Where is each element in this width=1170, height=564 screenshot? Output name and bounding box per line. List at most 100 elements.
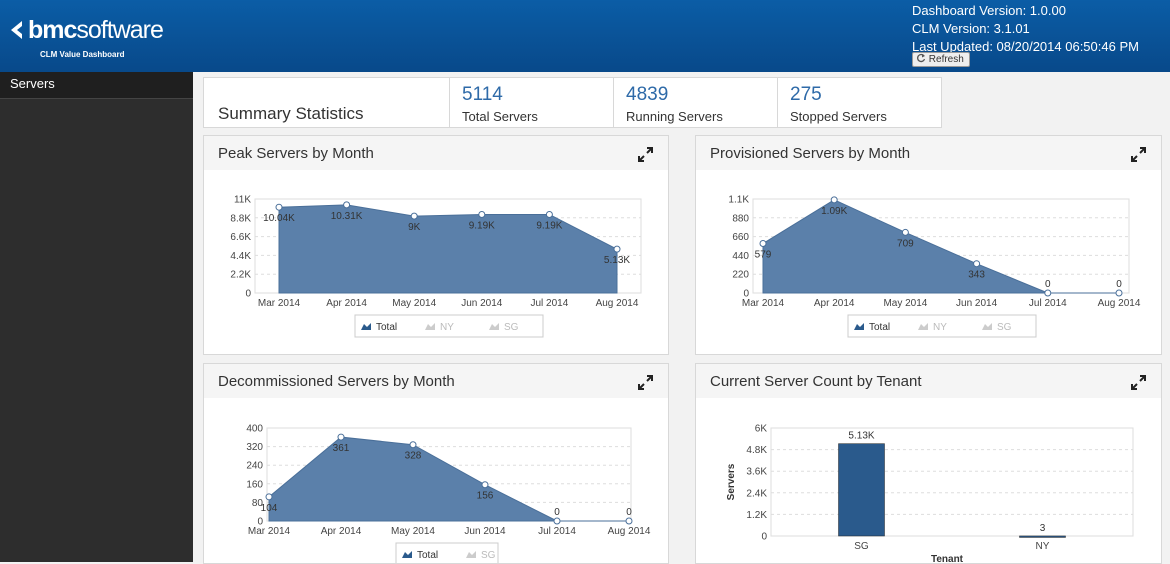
chart: 0 1.2K 2.4K 3.6K 4.8K 6K 5.13K SG 3 NY Tenant Serve… <box>726 375 1146 563</box>
expand-arrow <box>1131 375 1146 390</box>
summary-title: Summary Statistics <box>218 104 364 123</box>
stat: 5114 Total Servers <box>449 78 613 127</box>
refresh-label: Refresh <box>928 54 964 65</box>
legend-label: SG <box>481 550 496 561</box>
last-updated: Last Updated: 08/20/2014 06:50:46 PM <box>912 39 1139 54</box>
chart-panel: Current Server Count by Tenant 0 1.2K 2.4K 3… <box>695 363 1162 564</box>
legend-icon <box>854 323 864 330</box>
y-tick-label: 220 <box>732 270 749 281</box>
data-label: 0 <box>626 507 632 518</box>
y-tick-label: 660 <box>732 232 749 243</box>
sidebar: Servers <box>0 72 193 562</box>
legend-icon <box>402 551 412 558</box>
expand-icon[interactable] <box>638 375 653 390</box>
legend-label: NY <box>933 322 947 333</box>
y-tick-label: 0 <box>761 532 767 543</box>
y-axis-label: Servers <box>726 463 737 500</box>
y-tick-label: 440 <box>732 251 749 262</box>
panel-title: Decommissioned Servers by Month <box>218 373 455 390</box>
x-tick-label: May 2014 <box>391 526 435 537</box>
data-point <box>553 517 561 525</box>
y-tick-label: 0 <box>743 289 749 300</box>
data-label: 9.19K <box>536 220 562 231</box>
data-label: 343 <box>968 270 985 281</box>
expand-icon[interactable] <box>638 147 653 162</box>
x-tick-label: Apr 2014 <box>326 298 367 309</box>
legend-item[interactable]: NY <box>425 322 454 333</box>
y-tick-label: 6K <box>755 424 768 435</box>
x-tick-label: Jun 2014 <box>956 298 998 309</box>
stat-value: 275 <box>790 84 822 105</box>
x-tick-label: Apr 2014 <box>321 526 362 537</box>
data-point <box>1044 289 1052 297</box>
y-tick-label: 0 <box>245 289 251 300</box>
expand-icon[interactable] <box>1131 375 1146 390</box>
y-tick-label: 0 <box>257 517 263 528</box>
data-point <box>275 203 283 211</box>
y-tick-label: 1.1K <box>728 195 749 206</box>
clm-version: CLM Version: 3.1.01 <box>912 21 1030 36</box>
x-tick-label: Jun 2014 <box>464 526 506 537</box>
y-tick-label: 11K <box>234 195 251 206</box>
legend-icon <box>361 323 371 330</box>
refresh-button[interactable]: Refresh <box>912 52 970 67</box>
panel-title: Provisioned Servers by Month <box>710 145 911 162</box>
expand-icon[interactable] <box>1131 147 1146 162</box>
data-point <box>613 245 621 253</box>
header: bmcsoftware CLM Value Dashboard Dashboar… <box>0 0 1170 72</box>
data-label: 5.13K <box>604 255 630 266</box>
legend-item[interactable]: SG <box>489 322 519 333</box>
legend-item[interactable]: NY <box>918 322 947 333</box>
legend-label: Total <box>869 322 890 333</box>
legend-item[interactable]: Total <box>402 550 438 561</box>
y-tick-label: 880 <box>732 213 749 224</box>
y-tick-label: 1.2K <box>746 510 767 521</box>
data-label: 1.09K <box>821 206 847 217</box>
data-point <box>625 517 633 525</box>
chart-panel: Provisioned Servers by Month 0 220 440 660 88… <box>695 135 1162 355</box>
data-point <box>973 260 981 268</box>
x-tick-label: Jul 2014 <box>530 298 568 309</box>
legend-label: SG <box>997 322 1012 333</box>
y-tick-label: 320 <box>246 442 263 453</box>
data-label: 709 <box>897 238 914 249</box>
x-tick-label: Apr 2014 <box>814 298 855 309</box>
refresh-icon <box>917 53 926 63</box>
data-label: 10.31K <box>331 211 363 222</box>
x-tick-label: Aug 2014 <box>608 526 651 537</box>
data-point <box>1115 289 1123 297</box>
panel-title: Peak Servers by Month <box>218 145 374 162</box>
logo: bmcsoftware <box>8 16 164 45</box>
data-label: 328 <box>405 451 422 462</box>
data-label: 5.13K <box>848 431 874 442</box>
plot-area <box>770 427 1134 537</box>
legend-item[interactable]: Total <box>854 322 890 333</box>
y-tick-label: 3.6K <box>746 467 767 478</box>
legend-item[interactable]: SG <box>982 322 1012 333</box>
nav-item[interactable]: Servers <box>0 72 193 99</box>
legend-icon <box>918 323 928 330</box>
expand-arrow <box>638 375 653 390</box>
chart: 0 2.2K 4.4K 6.6K 8.8K 11K Mar 2014 Apr 2014 May … <box>230 147 653 338</box>
legend-label: SG <box>504 322 519 333</box>
legend-box <box>847 314 1037 338</box>
data-label: 0 <box>1045 279 1051 290</box>
chart: 0 220 440 660 880 1.1K Mar 2014 Apr 2014 May 201… <box>728 147 1146 338</box>
legend-icon <box>982 323 992 330</box>
chart: 0 80 160 240 320 400 Mar 2014 Apr 2014 May 2014 J… <box>246 375 653 563</box>
stat: 275 Stopped Servers <box>777 78 941 127</box>
x-tick-label: Mar 2014 <box>742 298 785 309</box>
y-tick-label: 4.8K <box>746 445 767 456</box>
data-point <box>545 210 553 218</box>
x-tick-label: May 2014 <box>392 298 436 309</box>
legend-label: NY <box>440 322 454 333</box>
legend-item[interactable]: Total <box>361 322 397 333</box>
x-tick-label: Jul 2014 <box>538 526 576 537</box>
legend-item[interactable]: SG <box>466 550 496 561</box>
data-label: 0 <box>1116 279 1122 290</box>
stat-label: Stopped Servers <box>790 109 887 124</box>
stat-label: Total Servers <box>462 109 538 124</box>
area <box>762 199 1119 294</box>
data-label: 0 <box>554 507 560 518</box>
